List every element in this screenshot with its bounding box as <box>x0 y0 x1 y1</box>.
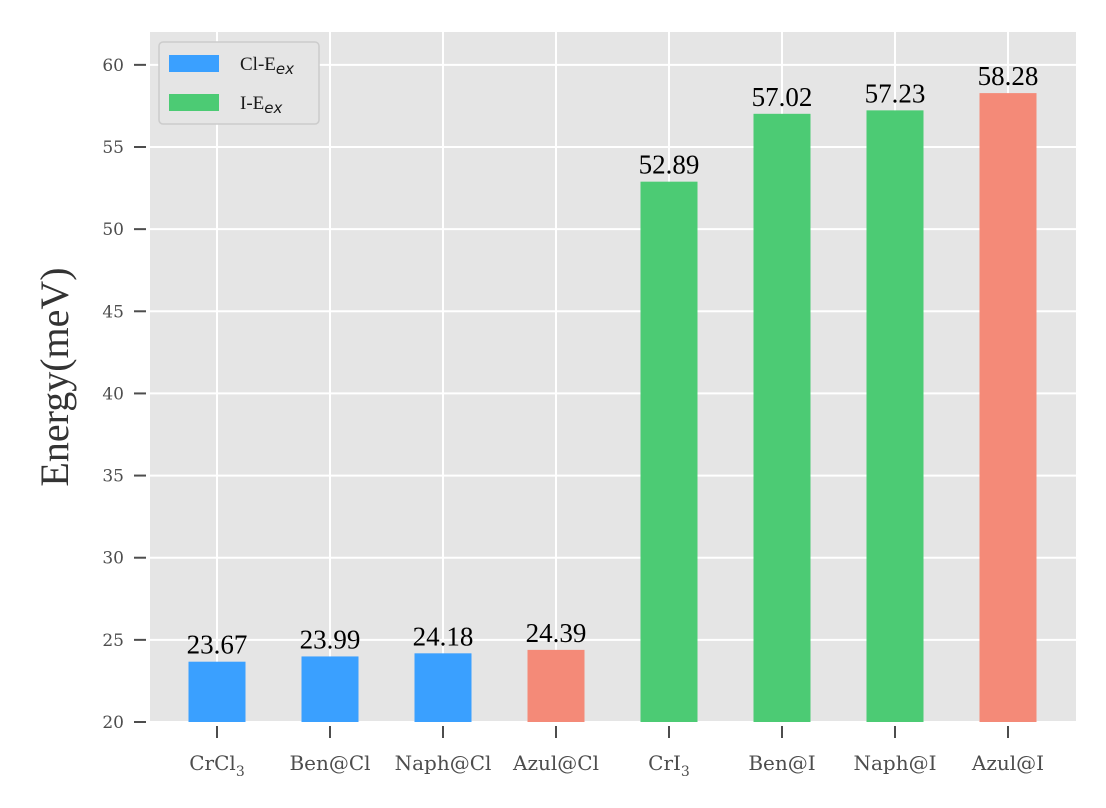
bar-value-label: 24.39 <box>526 618 587 648</box>
y-tick-label: 35 <box>102 467 124 487</box>
y-tick-label: 55 <box>102 138 124 158</box>
value-labels: 23.67 23.99 24.18 24.39 52.89 57.02 57.23 58.28 <box>187 61 1039 660</box>
bar-value-label: 57.23 <box>865 78 926 108</box>
plot-background <box>150 32 1076 722</box>
bar-value-label: 23.99 <box>300 624 361 654</box>
x-tick-label: Azul@Cl <box>512 751 599 775</box>
y-axis-title: Energy(meV) <box>32 267 77 486</box>
y-tick-label: 25 <box>102 631 124 651</box>
x-tick-label: CrCl3 <box>189 751 244 780</box>
x-tick-label: Ben@I <box>748 751 815 775</box>
x-tick-label: Ben@Cl <box>289 751 370 775</box>
bar <box>527 649 585 722</box>
bar <box>866 110 924 723</box>
legend-swatch <box>169 55 219 72</box>
x-tick-label: Naph@Cl <box>395 751 492 775</box>
bar <box>188 661 246 722</box>
legend-swatch <box>169 94 219 111</box>
x-tick-label: Naph@I <box>853 751 936 775</box>
bar-value-label: 24.18 <box>413 621 474 651</box>
bar <box>640 181 698 722</box>
y-axis: 20 25 30 35 40 45 50 55 60 <box>102 56 146 733</box>
bar-value-label: 52.89 <box>639 150 700 180</box>
y-tick-label: 20 <box>102 713 124 733</box>
y-tick-label: 45 <box>102 302 124 322</box>
y-tick-label: 30 <box>102 549 124 569</box>
y-tick-label: 50 <box>102 220 124 240</box>
y-tick-label: 60 <box>102 56 124 76</box>
bar-value-label: 57.02 <box>752 82 813 112</box>
legend-box <box>158 41 320 125</box>
x-tick-label: CrI3 <box>648 751 690 780</box>
x-tick-label: Azul@I <box>971 751 1044 775</box>
bar <box>979 93 1037 723</box>
bar <box>414 653 472 722</box>
y-tick-label: 40 <box>102 384 124 404</box>
bars <box>188 93 1037 723</box>
bar <box>301 656 359 722</box>
bar-value-label: 58.28 <box>978 61 1039 91</box>
bar <box>753 113 811 723</box>
bar-value-label: 23.67 <box>187 630 248 660</box>
x-axis: CrCl3 Ben@Cl Naph@Cl Azul@Cl CrI3 Ben@I Naph@I… <box>189 726 1044 780</box>
